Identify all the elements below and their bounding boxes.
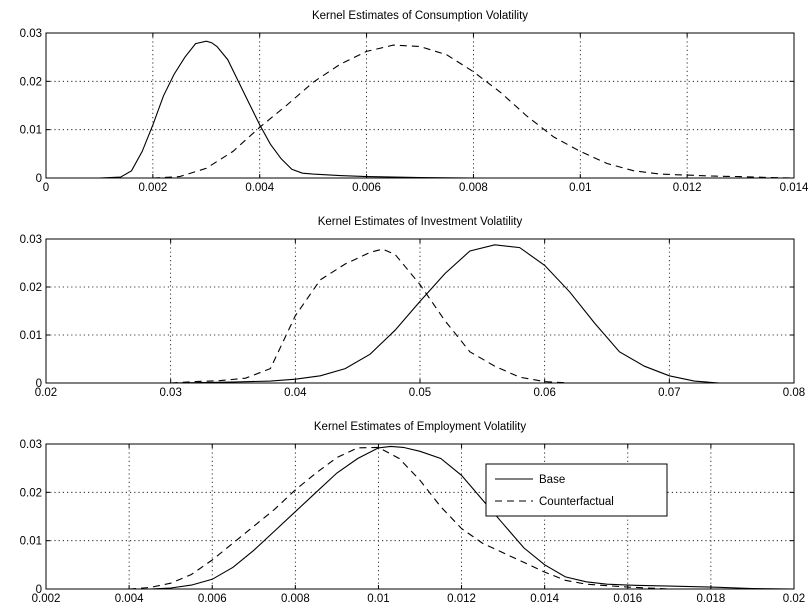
x-tick-label: 0.014 [530, 593, 559, 605]
y-tick-label: 0.01 [20, 330, 42, 342]
y-tick-label: 0.02 [20, 76, 42, 88]
legend-label: Base [539, 474, 565, 486]
x-tick-label: 0.006 [352, 182, 381, 194]
x-tick-label: 0.006 [198, 593, 227, 605]
x-tick-label: 0.01 [569, 182, 591, 194]
x-tick-label: 0.002 [32, 593, 61, 605]
x-tick-label: 0.03 [159, 387, 181, 399]
chart-panel-1: Kernel Estimates of Consumption Volatili… [20, 10, 809, 194]
dashed-series-line [129, 446, 670, 590]
chart-title: Kernel Estimates of Employment Volatilit… [314, 421, 526, 433]
x-tick-label: 0.004 [115, 593, 144, 605]
x-tick-label: 0.008 [281, 593, 310, 605]
solid-series-line [170, 244, 720, 384]
chart-title: Kernel Estimates of Consumption Volatili… [312, 10, 528, 22]
y-tick-label: 0 [36, 378, 42, 390]
x-tick-label: 0.05 [409, 387, 431, 399]
axes-frame [45, 32, 795, 179]
y-tick-label: 0.01 [20, 536, 42, 548]
x-tick-label: 0.018 [696, 593, 725, 605]
x-tick-label: 0.04 [284, 387, 307, 399]
dashed-series-line [170, 248, 570, 384]
y-tick-label: 0.02 [20, 282, 42, 294]
x-tick-label: 0.012 [673, 182, 702, 194]
legend-label: Counterfactual [539, 496, 614, 508]
x-tick-label: 0.06 [533, 387, 555, 399]
x-tick-label: 0.01 [367, 593, 389, 605]
x-tick-label: 0.002 [138, 182, 167, 194]
y-tick-label: 0.03 [20, 28, 42, 40]
x-tick-label: 0.08 [783, 387, 805, 399]
x-tick-label: 0.016 [613, 593, 642, 605]
x-tick-label: 0.008 [459, 182, 488, 194]
legend-box [485, 463, 668, 517]
y-tick-label: 0 [36, 173, 42, 185]
x-tick-label: 0.014 [780, 182, 809, 194]
x-tick-label: 0 [43, 182, 49, 194]
chart-panel-3: Kernel Estimates of Employment Volatilit… [20, 421, 806, 605]
y-tick-label: 0.02 [20, 487, 42, 499]
dashed-series-line [152, 44, 795, 179]
y-tick-label: 0.03 [20, 234, 42, 246]
x-tick-label: 0.02 [35, 387, 57, 399]
axes-frame [45, 443, 795, 590]
chart-panel-2: Kernel Estimates of Investment Volatilit… [20, 216, 806, 399]
x-tick-label: 0.02 [783, 593, 805, 605]
solid-series-line [99, 40, 474, 179]
chart-title: Kernel Estimates of Investment Volatilit… [318, 216, 523, 228]
x-tick-label: 0.004 [245, 182, 274, 194]
y-tick-label: 0.01 [20, 125, 42, 137]
solid-series-line [149, 445, 795, 590]
y-tick-label: 0 [36, 584, 42, 596]
legend: Base Counterfactual [485, 463, 668, 517]
x-tick-label: 0.012 [447, 593, 476, 605]
x-tick-label: 0.07 [658, 387, 680, 399]
y-tick-label: 0.03 [20, 439, 42, 451]
